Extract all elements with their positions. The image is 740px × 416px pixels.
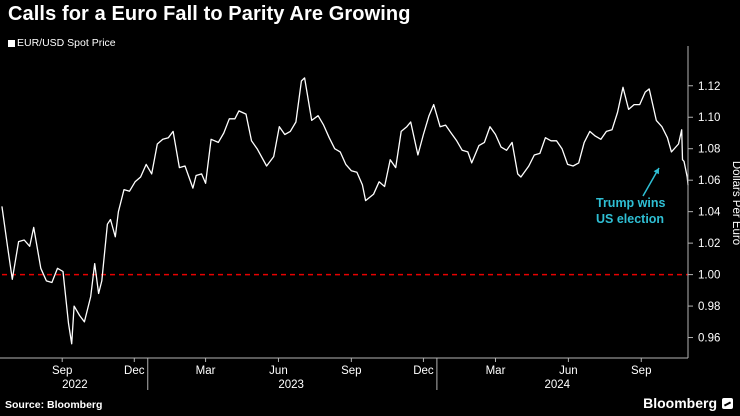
y-tick-label: 0.96 [698,333,720,345]
x-tick-label: Mar [486,365,506,377]
annotation-text: US election [596,212,664,226]
legend-swatch-icon [8,39,15,47]
y-tick-label: 1.12 [698,81,720,93]
annotation-arrowhead [653,168,659,175]
y-tick-label: 0.98 [698,301,720,313]
y-tick-label: 1.06 [698,175,720,187]
x-tick-label: Jun [559,365,578,377]
bloomberg-bug-detail [723,400,732,407]
x-tick-label: Jun [269,365,288,377]
x-tick-label: Sep [341,365,361,377]
year-label: 2022 [62,379,88,391]
x-tick-label: Dec [124,365,145,377]
x-tick-label: Mar [196,365,216,377]
y-tick-label: 1.04 [698,207,721,219]
x-tick-label: Dec [413,365,434,377]
year-label: 2023 [278,379,304,391]
source-note: Source: Bloomberg [5,399,103,411]
x-tick-label: Sep [631,365,651,377]
y-tick-label: 1.10 [698,112,720,124]
chart-title: Calls for a Euro Fall to Parity Are Grow… [8,3,411,25]
x-tick-label: Sep [52,365,72,377]
legend-label: EUR/USD Spot Price [17,37,116,49]
bloomberg-logo: Bloomberg [643,395,733,411]
legend: EUR/USD Spot Price [8,37,116,49]
price-line [1,77,689,345]
bloomberg-bug-icon [722,397,733,409]
year-label: 2024 [544,379,570,391]
y-tick-label: 1.00 [698,270,720,282]
annotation-text: Trump wins [596,196,666,210]
bloomberg-wordmark: Bloomberg [643,395,717,411]
y-tick-label: 1.08 [698,144,720,156]
y-tick-label: 1.02 [698,238,720,250]
y-axis-title: Dollars Per Euro [730,161,740,245]
